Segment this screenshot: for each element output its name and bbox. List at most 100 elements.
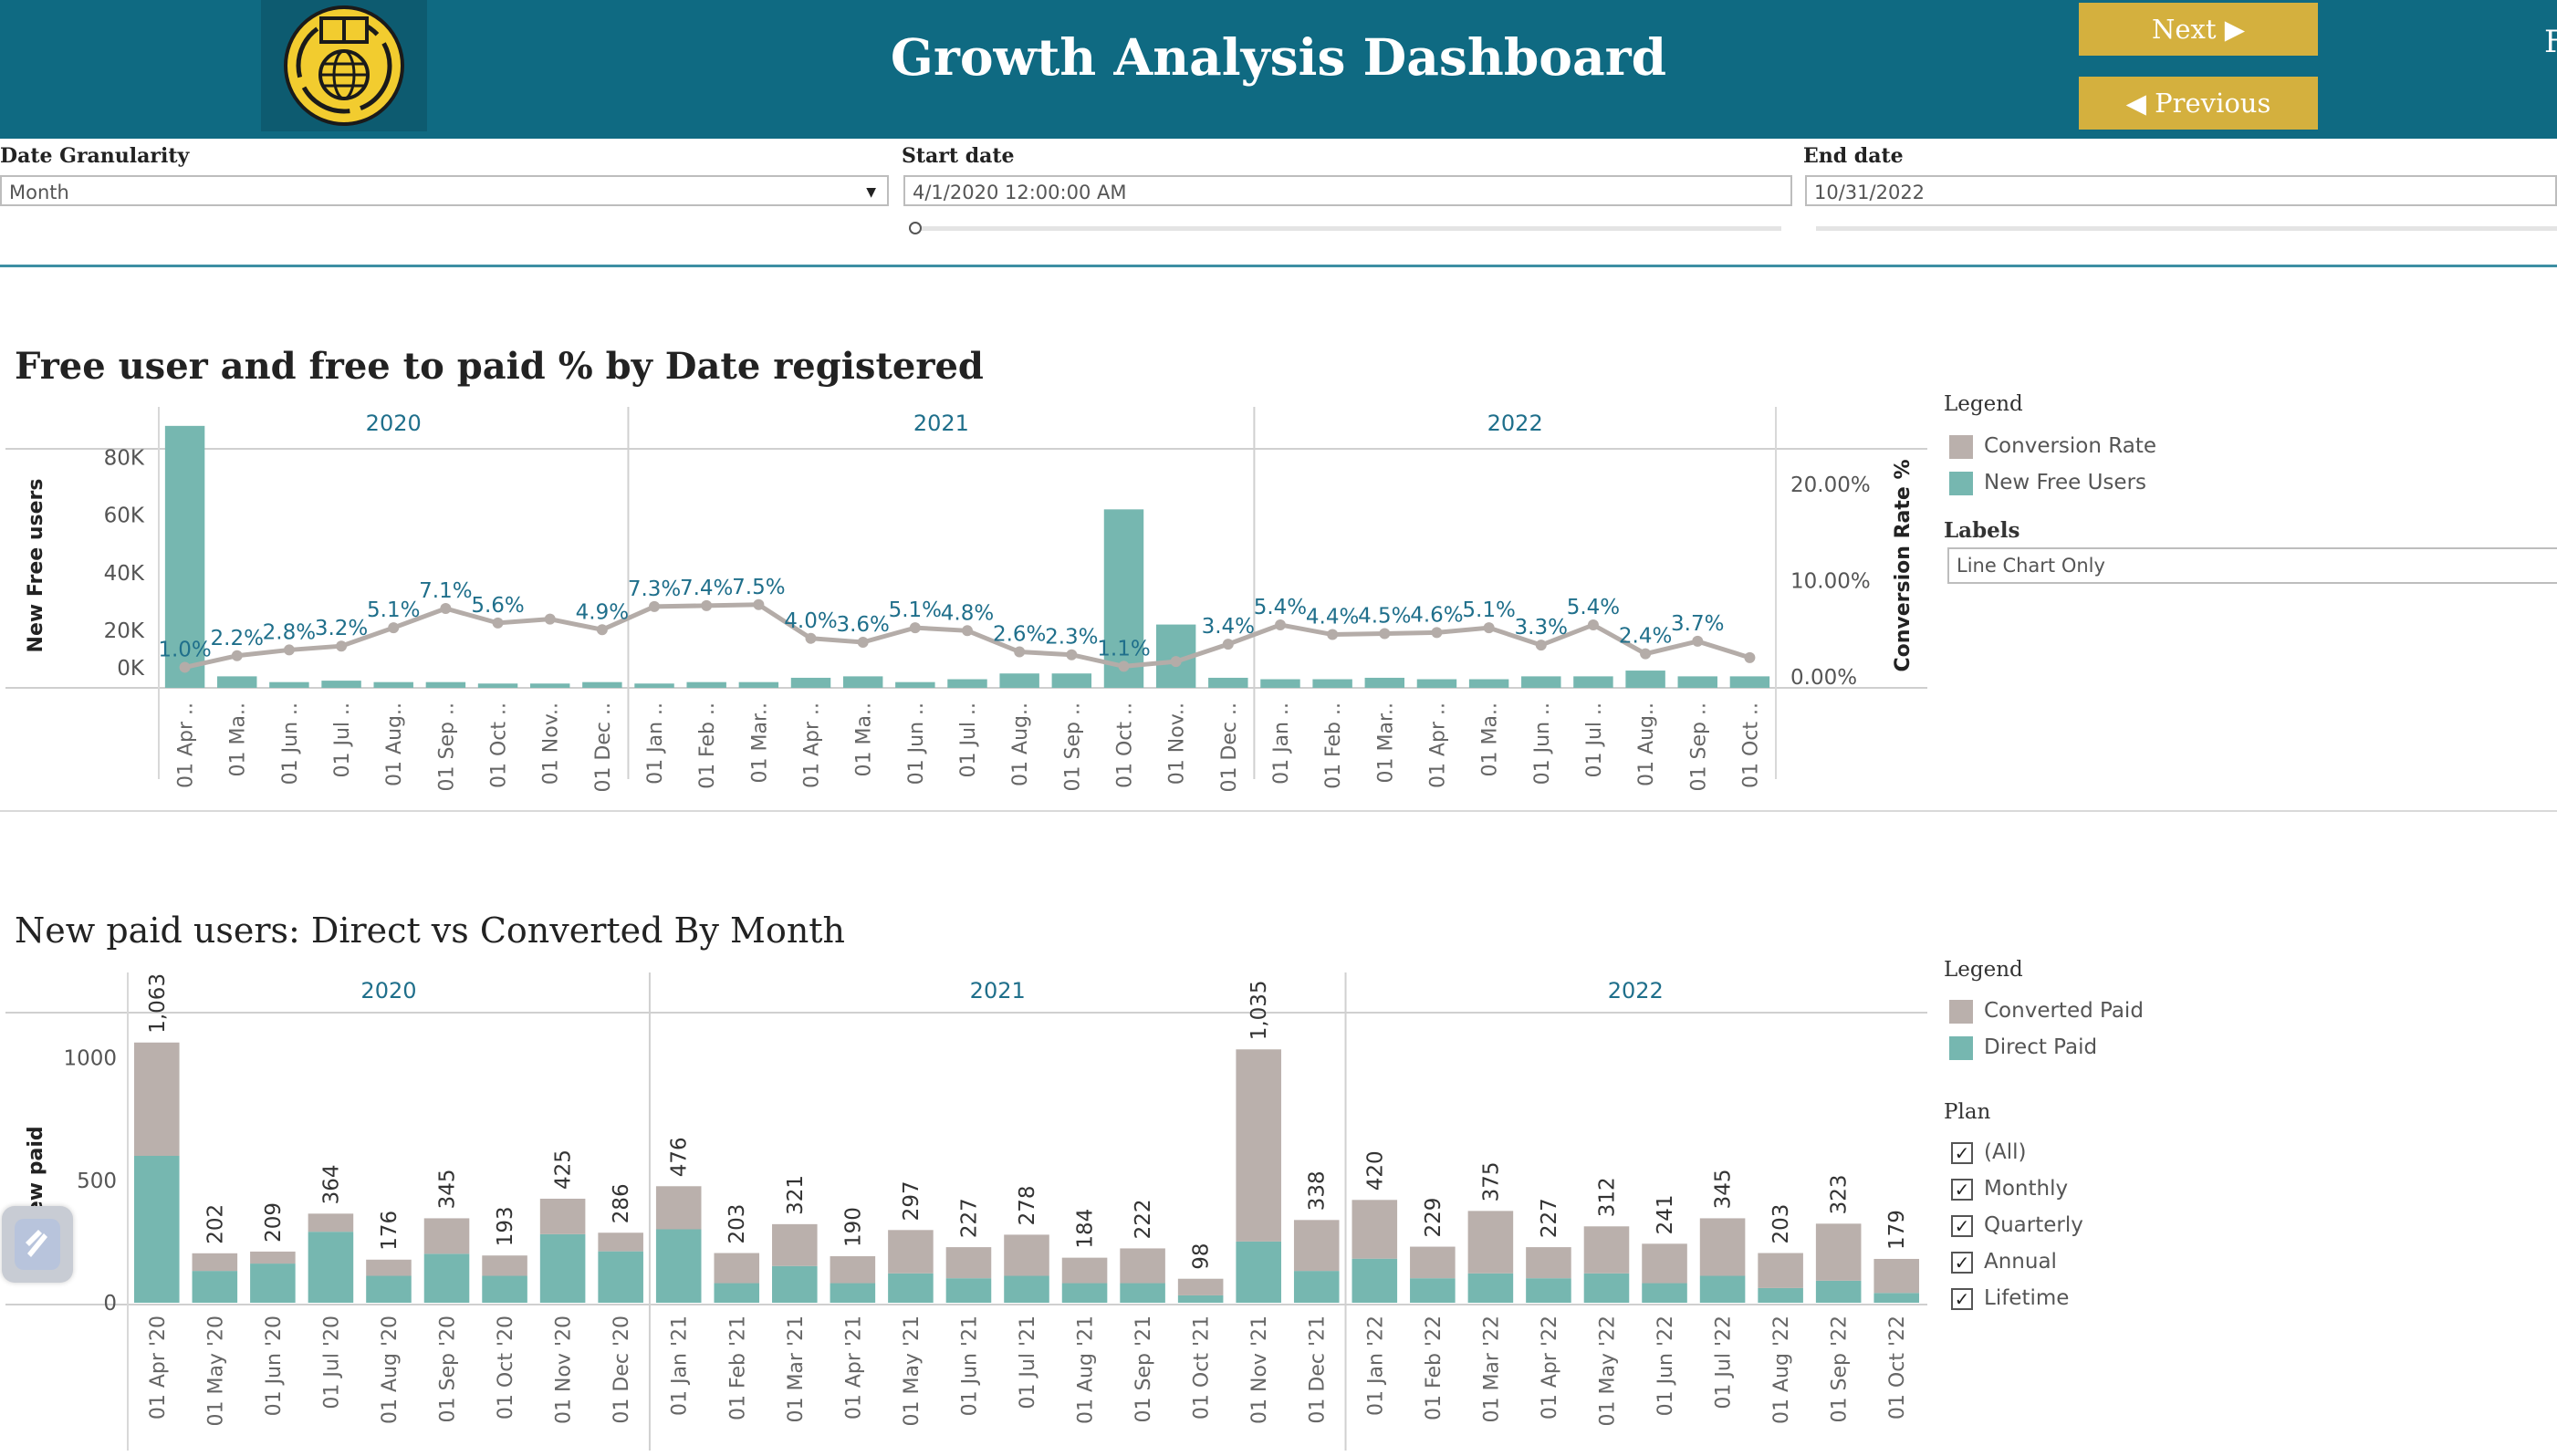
x-tick-label: 01 Oct .. bbox=[488, 702, 511, 788]
x-tick-label: 01 Oct '21 bbox=[1191, 1316, 1214, 1420]
conversion-rate-point bbox=[753, 598, 765, 610]
conversion-rate-point bbox=[1274, 619, 1286, 630]
dashboard-header: Growth Analysis Dashboard Next ▶ ◀ Previ… bbox=[0, 0, 2557, 139]
legend-item-new-free-users[interactable]: New Free Users bbox=[1949, 469, 2146, 496]
bar-converted-paid bbox=[772, 1223, 818, 1266]
previous-button[interactable]: ◀ Previous bbox=[2079, 77, 2318, 130]
checkbox-checked-icon[interactable]: ✓ bbox=[1951, 1214, 1973, 1237]
bar-direct-paid bbox=[366, 1275, 412, 1303]
bar-direct-paid bbox=[655, 1229, 702, 1303]
y2-tick-label: 20.00% bbox=[1790, 473, 1871, 497]
x-tick-label: 01 Aug '21 bbox=[1075, 1316, 1098, 1424]
bar-converted-paid bbox=[1061, 1257, 1108, 1284]
plan-option-annual[interactable]: ✓ Annual bbox=[1951, 1247, 2057, 1276]
start-date-slider-handle[interactable] bbox=[909, 222, 922, 234]
legend-title-2: Legend bbox=[1944, 958, 2023, 982]
floating-assistant-button[interactable] bbox=[2, 1206, 73, 1283]
conversion-rate-point bbox=[1640, 648, 1652, 660]
x-tick-label: 01 Ma.. bbox=[853, 702, 876, 776]
checkbox-checked-icon[interactable]: ✓ bbox=[1951, 1141, 1973, 1164]
x-tick-label: 01 May '20 bbox=[204, 1316, 227, 1427]
bar-converted-paid bbox=[945, 1247, 992, 1279]
start-date-slider-track[interactable] bbox=[913, 226, 1781, 231]
x-tick-label: 01 Mar '22 bbox=[1480, 1316, 1503, 1423]
x-tick-label: 01 Jun '20 bbox=[263, 1316, 286, 1416]
bar-new-free-users bbox=[1677, 676, 1717, 688]
conversion-rate-label: 4.4% bbox=[1306, 606, 1359, 629]
x-tick-label: 01 Oct '22 bbox=[1886, 1316, 1909, 1420]
conversion-rate-point bbox=[1118, 660, 1130, 672]
lightning-icon bbox=[15, 1219, 60, 1270]
conversion-rate-point bbox=[1431, 627, 1443, 639]
plan-option-all[interactable]: ✓ (All) bbox=[1951, 1138, 2026, 1167]
total-label: 364 bbox=[319, 1164, 343, 1204]
truncated-header-text: F bbox=[2544, 24, 2557, 60]
section-divider bbox=[0, 810, 2557, 812]
y-axis-label: New Free users bbox=[25, 479, 47, 653]
free-users-chart-title: Free user and free to paid % by Date reg… bbox=[15, 345, 984, 388]
conversion-rate-label: 3.3% bbox=[1515, 616, 1568, 640]
conversion-rate-label: 5.1% bbox=[367, 598, 420, 622]
start-date-input[interactable]: 4/1/2020 12:00:00 AM bbox=[903, 175, 1792, 206]
date-granularity-dropdown[interactable]: Month ▼ bbox=[0, 175, 889, 206]
plan-option-monthly[interactable]: ✓ Monthly bbox=[1951, 1174, 2068, 1203]
total-label: 184 bbox=[1074, 1209, 1098, 1249]
conversion-rate-label: 1.1% bbox=[1097, 637, 1150, 660]
year-header: 2020 bbox=[366, 411, 422, 436]
conversion-rate-point bbox=[1535, 640, 1547, 651]
conversion-rate-point bbox=[1692, 635, 1704, 647]
bar-new-free-users bbox=[217, 676, 257, 688]
year-header: 2022 bbox=[1608, 978, 1664, 1004]
x-tick-label: 01 Jan '21 bbox=[669, 1316, 692, 1416]
legend-label: Direct Paid bbox=[1984, 1035, 2098, 1059]
checkbox-checked-icon[interactable]: ✓ bbox=[1951, 1251, 1973, 1274]
x-tick-label: 01 Oct '20 bbox=[495, 1316, 517, 1420]
bar-direct-paid bbox=[1410, 1278, 1456, 1303]
bar-converted-paid bbox=[1293, 1220, 1340, 1272]
x-tick-label: 01 Ma.. bbox=[227, 702, 250, 776]
plan-option-label: Monthly bbox=[1984, 1177, 2069, 1201]
total-label: 420 bbox=[1363, 1150, 1387, 1191]
bar-converted-paid bbox=[598, 1232, 643, 1252]
labels-dropdown[interactable]: Line Chart Only bbox=[1947, 547, 2557, 584]
bar-direct-paid bbox=[1004, 1275, 1049, 1303]
bar-new-free-users bbox=[842, 676, 883, 688]
end-date-slider-track[interactable] bbox=[1816, 226, 2557, 231]
next-button[interactable]: Next ▶ bbox=[2079, 3, 2318, 56]
total-label: 227 bbox=[1538, 1198, 1561, 1238]
conversion-rate-point bbox=[596, 624, 608, 636]
conversion-rate-point bbox=[701, 599, 713, 611]
x-tick-label: 01 Feb '21 bbox=[726, 1316, 749, 1420]
bar-converted-paid bbox=[133, 1042, 180, 1156]
legend-swatch-teal bbox=[1949, 471, 1973, 495]
conversion-rate-label: 5.1% bbox=[889, 598, 942, 622]
bar-direct-paid bbox=[1526, 1278, 1571, 1303]
bar-direct-paid bbox=[888, 1273, 934, 1303]
legend-item-direct-paid[interactable]: Direct Paid bbox=[1949, 1034, 2097, 1061]
bar-direct-paid bbox=[945, 1278, 992, 1303]
legend-item-converted-paid[interactable]: Converted Paid bbox=[1949, 997, 2144, 1024]
bar-new-free-users bbox=[947, 679, 987, 688]
plan-option-quarterly[interactable]: ✓ Quarterly bbox=[1951, 1211, 2083, 1240]
legend-title-1: Legend bbox=[1944, 392, 2023, 416]
total-label: 241 bbox=[1654, 1194, 1677, 1234]
legend-label: Conversion Rate bbox=[1984, 434, 2156, 458]
total-label: 229 bbox=[1422, 1198, 1445, 1238]
checkbox-checked-icon[interactable]: ✓ bbox=[1951, 1178, 1973, 1201]
bar-new-free-users bbox=[164, 425, 205, 688]
legend-swatch-teal bbox=[1949, 1035, 1973, 1060]
conversion-rate-point bbox=[1222, 639, 1234, 650]
bar-direct-paid bbox=[1758, 1287, 1803, 1303]
plan-option-lifetime[interactable]: ✓ Lifetime bbox=[1951, 1284, 2069, 1313]
bar-new-free-users bbox=[1573, 676, 1613, 688]
bar-new-free-users bbox=[1729, 676, 1770, 688]
legend-item-conversion-rate[interactable]: Conversion Rate bbox=[1949, 432, 2156, 460]
conversion-rate-point bbox=[1014, 646, 1026, 658]
bar-converted-paid bbox=[366, 1259, 412, 1276]
x-tick-label: 01 Nov.. bbox=[1166, 702, 1189, 785]
checkbox-checked-icon[interactable]: ✓ bbox=[1951, 1287, 1973, 1310]
x-tick-label: 01 Aug '20 bbox=[379, 1316, 402, 1424]
date-granularity-label: Date Granularity bbox=[0, 144, 190, 168]
conversion-rate-point bbox=[179, 661, 191, 673]
end-date-input[interactable]: 10/31/2022 bbox=[1805, 175, 2557, 206]
